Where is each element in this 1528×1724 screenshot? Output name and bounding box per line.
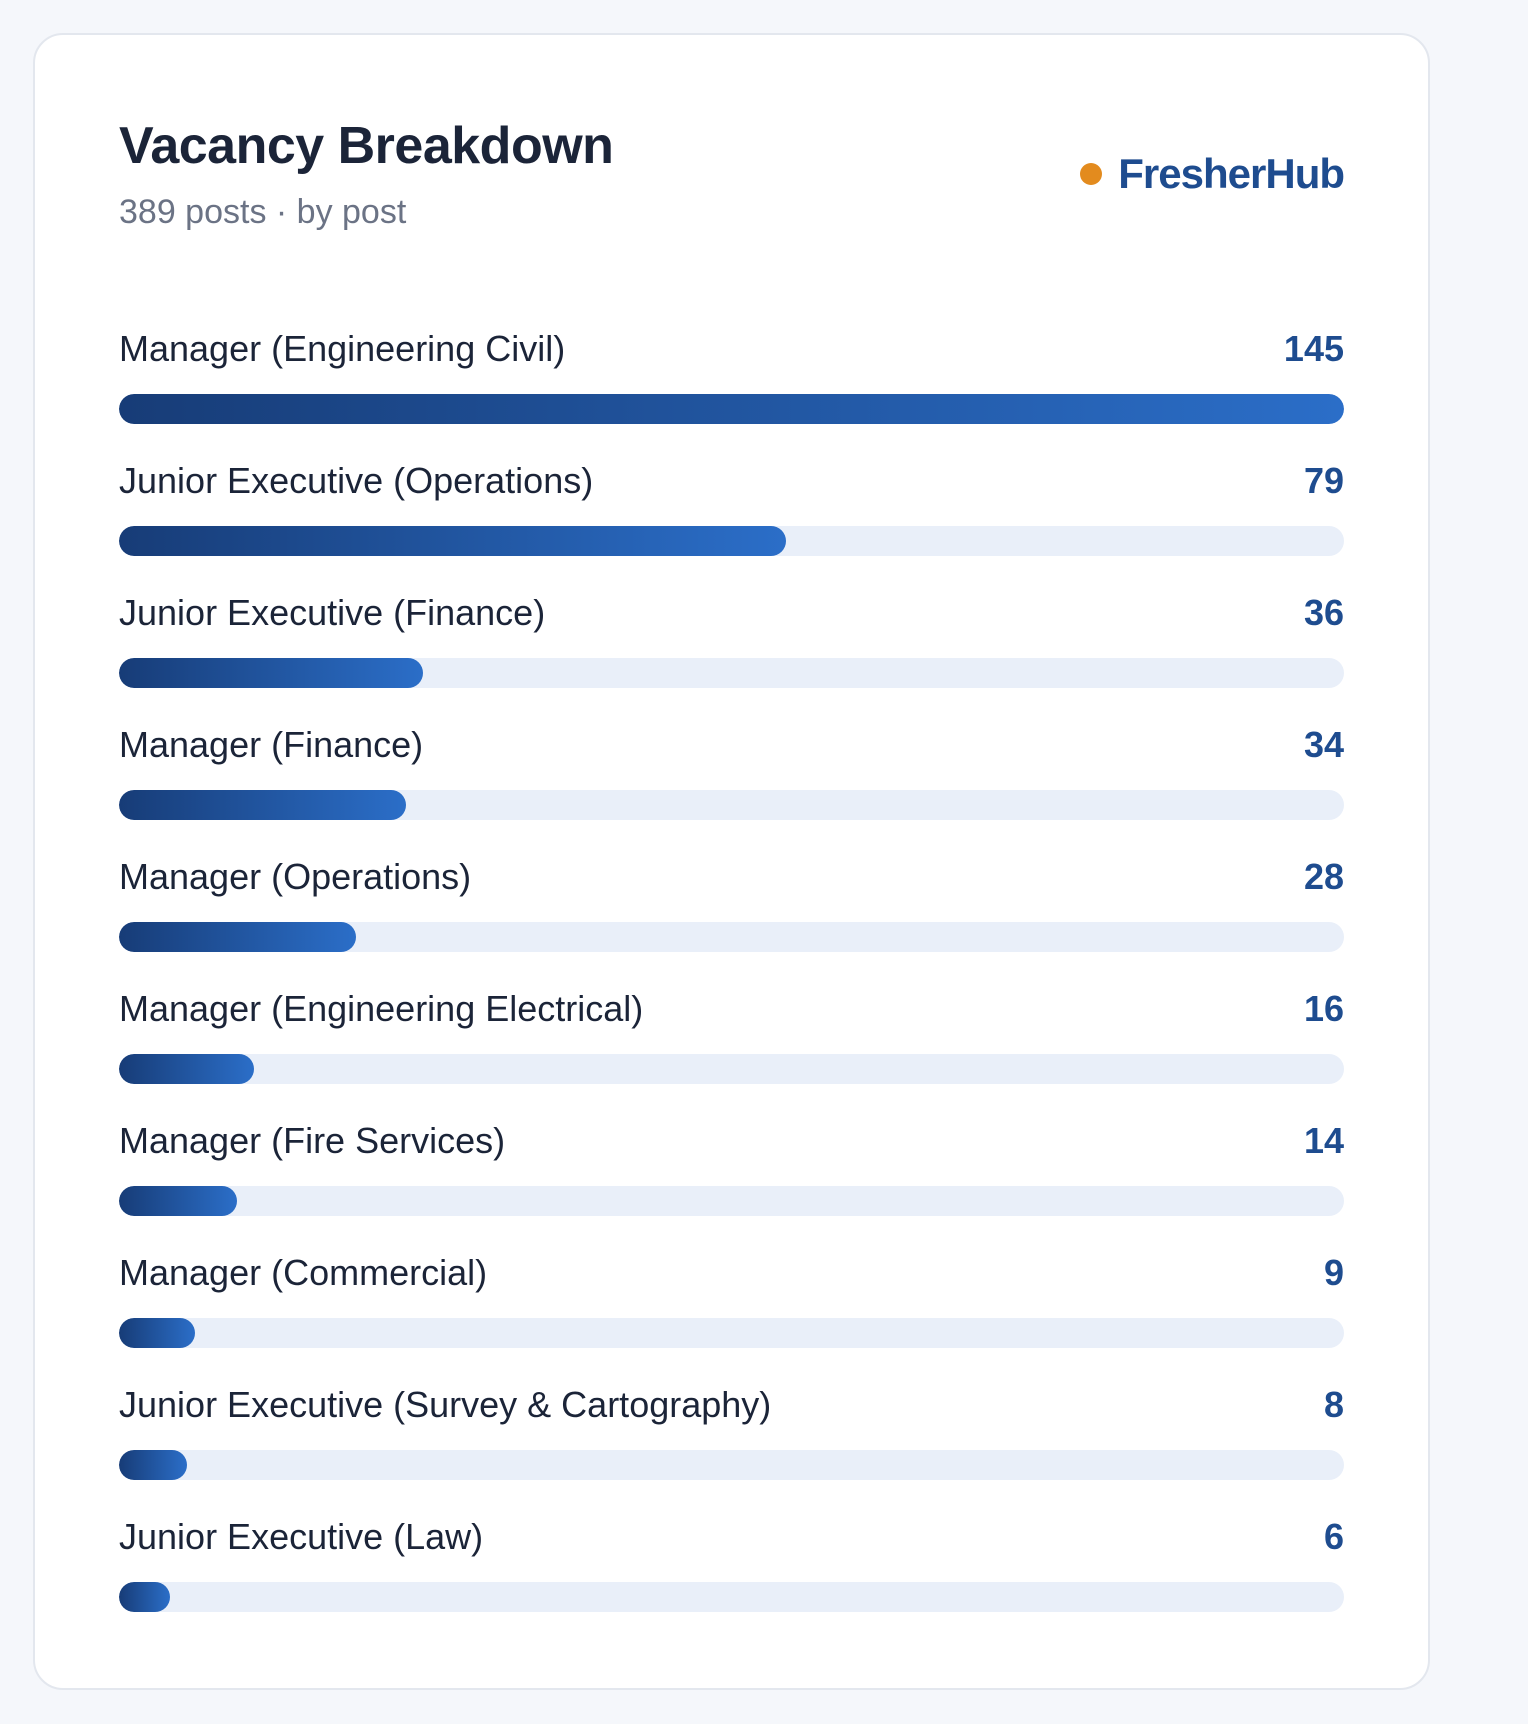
- bar: [119, 1318, 196, 1348]
- bar-value-label: 79: [1303, 460, 1344, 501]
- bar-row: Manager (Fire Services) 14: [119, 1119, 1344, 1251]
- bar-row: Manager (Operations) 28: [119, 855, 1344, 987]
- bar-value-label: 36: [1303, 592, 1344, 633]
- bar-label: Manager (Fire Services): [119, 1120, 506, 1161]
- card-content: Vacancy Breakdown 389 posts · by post Fr…: [119, 35, 1345, 1688]
- bar: [119, 658, 424, 688]
- bar-label: Manager (Engineering Electrical): [119, 988, 644, 1029]
- bar-label: Junior Executive (Finance): [119, 592, 546, 633]
- bar-value-label: 14: [1303, 1120, 1344, 1161]
- bar-track: [119, 1186, 1344, 1216]
- vacancy-breakdown-card: Vacancy Breakdown 389 posts · by post Fr…: [33, 33, 1430, 1690]
- bar-row: Junior Executive (Finance) 36: [119, 591, 1344, 723]
- bar-track: [119, 658, 1344, 688]
- bar-label: Manager (Commercial): [119, 1252, 488, 1293]
- bar: [119, 922, 356, 952]
- bar-row: Manager (Commercial) 9: [119, 1251, 1344, 1383]
- bar-track: [119, 1450, 1344, 1480]
- bar-label: Manager (Engineering Civil): [119, 328, 566, 369]
- bar-track: [119, 1318, 1344, 1348]
- bar-label: Junior Executive (Survey & Cartography): [119, 1384, 772, 1425]
- bar-track: [119, 790, 1344, 820]
- bar-label: Junior Executive (Operations): [119, 460, 594, 501]
- bar-label: Junior Executive (Law): [119, 1516, 484, 1557]
- bar-row: Manager (Engineering Electrical) 16: [119, 987, 1344, 1119]
- bar: [119, 1054, 255, 1084]
- bar-track: [119, 1054, 1344, 1084]
- bar-row: Manager (Finance) 34: [119, 723, 1344, 855]
- bar-row: Junior Executive (Law) 6: [119, 1515, 1344, 1647]
- bar: [119, 1186, 238, 1216]
- bar-list: Manager (Engineering Civil) 145 Junior Exe…: [119, 327, 1344, 1647]
- bar-value-label: 34: [1303, 724, 1344, 765]
- bar-value-label: 6: [1323, 1516, 1344, 1557]
- bar-value-label: 8: [1323, 1384, 1344, 1425]
- chart-title: Vacancy Breakdown: [119, 117, 614, 175]
- bar: [119, 1582, 170, 1612]
- bar: [119, 394, 1344, 424]
- brand-badge: FresherHub: [1080, 149, 1345, 199]
- bar-value-label: 145: [1283, 328, 1344, 369]
- bar-value-label: 16: [1303, 988, 1344, 1029]
- bar-row: Junior Executive (Operations) 79: [119, 459, 1344, 591]
- chart-subtitle: 389 posts · by post: [119, 193, 407, 231]
- bar-track: [119, 526, 1344, 556]
- bar: [119, 526, 787, 556]
- bar-label: Manager (Operations): [119, 856, 472, 897]
- bar-row: Junior Executive (Survey & Cartography) 8: [119, 1383, 1344, 1515]
- bar-track: [119, 1582, 1344, 1612]
- bar-track: [119, 922, 1344, 952]
- bar-track: [119, 394, 1344, 424]
- bar: [119, 1450, 187, 1480]
- bar-row: Manager (Engineering Civil) 145: [119, 327, 1344, 459]
- bar: [119, 790, 407, 820]
- bar-label: Manager (Finance): [119, 724, 424, 765]
- brand-dot-icon: [1080, 163, 1103, 186]
- bar-value-label: 9: [1323, 1252, 1344, 1293]
- brand-name: FresherHub: [1118, 150, 1345, 197]
- bar-value-label: 28: [1303, 856, 1344, 897]
